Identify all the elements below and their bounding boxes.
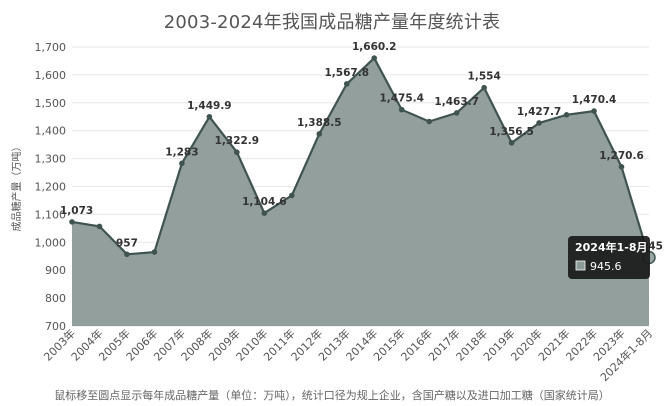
y-tick-label: 1,100	[35, 208, 67, 221]
data-point[interactable]	[453, 110, 460, 116]
data-label: 1,270.6	[599, 150, 644, 162]
y-tick-label: 1,300	[35, 153, 67, 166]
y-axis-label: 成品糖产量（万吨）	[10, 142, 23, 232]
tooltip: 2024年1-8月 945.6	[568, 236, 650, 279]
data-label: 1,073	[60, 205, 93, 217]
data-point[interactable]	[124, 251, 130, 258]
data-label: 1,283	[165, 146, 198, 158]
data-point[interactable]	[234, 149, 240, 156]
data-point[interactable]	[151, 249, 158, 255]
data-point[interactable]	[563, 111, 570, 118]
data-label: 1,463.7	[434, 96, 479, 108]
data-label: 1,427.7	[517, 106, 562, 118]
data-label: 1,554	[468, 71, 501, 83]
y-tick-label: 800	[45, 292, 66, 305]
y-tick-label: 1,600	[35, 69, 67, 82]
data-point[interactable]	[536, 120, 542, 126]
data-point[interactable]	[398, 106, 405, 113]
tooltip-swatch	[575, 260, 586, 271]
data-label: 1,475.4	[379, 93, 424, 105]
x-axis-ticks: 2003年2004年2005年2006年2007年2008年2009年2010年…	[41, 326, 655, 384]
data-point[interactable]	[96, 223, 103, 230]
data-point[interactable]	[69, 219, 75, 225]
data-label: 1,388.5	[297, 117, 342, 129]
data-point[interactable]	[371, 55, 378, 61]
data-label: 1,660.2	[352, 41, 397, 53]
data-point[interactable]	[591, 108, 597, 114]
data-label: 1,567.8	[325, 67, 370, 79]
y-tick-label: 1,000	[35, 236, 67, 249]
data-point[interactable]	[426, 118, 432, 125]
series-line	[71, 56, 651, 258]
series-area	[72, 58, 649, 326]
footnote: 鼠标移至圆点显示每年成品糖产量（单位：万吨），统计口径为规上企业，含国产糖以及进…	[54, 389, 610, 402]
tooltip-value: 945.6	[590, 260, 622, 273]
data-label: 1,356.5	[489, 126, 534, 138]
y-tick-label: 1,400	[35, 125, 67, 138]
chart-title: 2003-2024年我国成品糖产量年度统计表	[163, 12, 501, 33]
data-point[interactable]	[508, 140, 515, 146]
data-point[interactable]	[261, 210, 268, 216]
data-label: 1,104.6	[242, 196, 287, 208]
data-point[interactable]	[316, 131, 323, 137]
tooltip-title: 2024年1-8月	[575, 240, 648, 254]
y-axis-ticks: 700 800 900 1,000 1,100 1,200 1,300 1,400 1,500 1…	[35, 41, 67, 333]
y-tick-label: 900	[45, 264, 66, 277]
data-labels: 1,073 957 1,283 1,449.9 1,322.9 1,104.6 1,388.…	[60, 41, 664, 252]
data-point[interactable]	[343, 81, 350, 87]
data-point[interactable]	[179, 160, 185, 167]
y-tick-label: 1,700	[35, 41, 67, 54]
data-label: 1,322.9	[215, 135, 260, 147]
data-label: 1,449.9	[187, 100, 232, 112]
data-point[interactable]	[618, 164, 625, 170]
data-point[interactable]	[481, 84, 487, 91]
data-point[interactable]	[206, 113, 213, 120]
data-label: 1,470.4	[572, 94, 617, 106]
data-label: 957	[116, 237, 138, 249]
data-point[interactable]	[289, 192, 295, 199]
y-tick-label: 1,200	[35, 181, 67, 194]
y-tick-label: 1,500	[35, 97, 67, 110]
y-tick-label: 700	[45, 320, 66, 333]
tooltip-background	[568, 236, 650, 279]
